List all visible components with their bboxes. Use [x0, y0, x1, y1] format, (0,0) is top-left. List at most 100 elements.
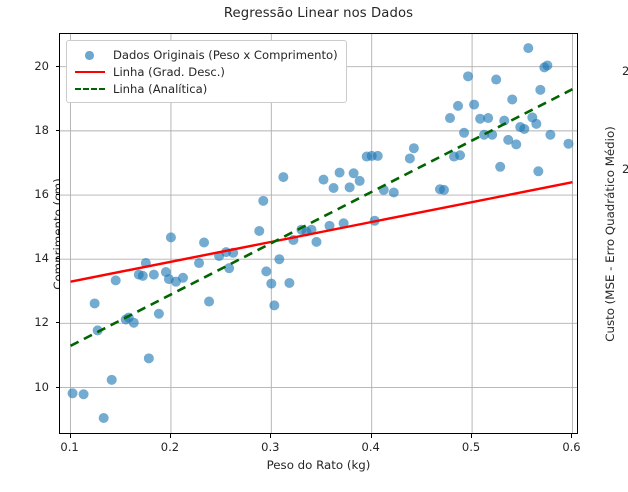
y-axis-tick — [55, 129, 59, 131]
scatter-point — [535, 84, 546, 95]
x-axis-tick — [471, 434, 473, 438]
scatter-point — [408, 143, 419, 154]
scatter-point — [563, 138, 574, 149]
scatter-point — [92, 325, 103, 336]
series-layer — [60, 34, 577, 433]
scatter-point — [148, 269, 159, 280]
scatter-point — [372, 150, 383, 161]
scatter-point — [274, 254, 285, 265]
scatter-point — [67, 388, 78, 399]
scatter-point — [199, 237, 210, 248]
scatter-points-layer — [67, 43, 574, 423]
scatter-point — [254, 225, 265, 236]
scatter-point — [106, 374, 117, 385]
scatter-point — [388, 187, 399, 198]
legend-item-analytic: Linha (Analítica) — [73, 80, 338, 97]
y-axis-tick-label: 16 — [34, 187, 49, 202]
scatter-point — [194, 258, 205, 269]
scatter-point — [348, 168, 359, 179]
scatter-point — [519, 123, 530, 134]
legend-label-data: Dados Originais (Peso x Comprimento) — [113, 47, 338, 62]
scatter-point — [455, 150, 466, 161]
scatter-point — [261, 266, 272, 277]
scatter-point — [545, 129, 556, 140]
secondary-y-axis-label: Custo (MSE - Erro Quadrático Médio) — [603, 125, 617, 342]
y-axis-tick — [55, 194, 59, 196]
scatter-point — [224, 263, 235, 274]
x-axis-tick-label: 0.2 — [160, 440, 180, 454]
x-axis-tick-label: 0.3 — [261, 440, 280, 454]
scatter-point — [284, 277, 295, 288]
scatter-point — [491, 74, 502, 85]
scatter-point — [165, 232, 176, 243]
scatter-point — [523, 43, 534, 54]
scatter-point — [463, 71, 474, 82]
scatter-point — [278, 172, 289, 183]
legend-item-data: Dados Originais (Peso x Comprimento) — [73, 46, 338, 63]
y-axis-tick-label: 10 — [34, 379, 49, 394]
scatter-point — [533, 166, 544, 177]
x-axis-tick — [270, 434, 272, 438]
gradient-descent-regression-line — [70, 181, 573, 283]
x-axis-tick-label: 0.5 — [461, 440, 481, 454]
y-axis-tick — [55, 65, 59, 67]
scatter-point — [503, 134, 514, 145]
scatter-point — [438, 184, 449, 195]
y-axis-tick — [55, 386, 59, 388]
legend-solid-line-icon — [73, 65, 107, 79]
scatter-point — [453, 100, 464, 111]
x-axis-tick — [69, 434, 71, 438]
scatter-point — [311, 236, 322, 247]
scatter-point — [98, 412, 109, 423]
scatter-point — [328, 182, 339, 193]
x-axis-tick-label: 0.1 — [60, 440, 79, 454]
y-axis-tick-label: 14 — [34, 251, 49, 266]
y-axis-tick-label: 18 — [34, 122, 49, 137]
secondary-chart-clipped: Custo (MSE - Erro Quadrático Médio) 2 2 — [596, 33, 628, 434]
scatter-point — [475, 113, 486, 124]
legend-marker-icon — [73, 48, 107, 62]
scatter-point — [89, 298, 100, 309]
scatter-point — [404, 153, 415, 164]
x-axis-tick — [370, 434, 372, 438]
scatter-point — [495, 161, 506, 172]
x-axis-tick — [571, 434, 573, 438]
scatter-point — [324, 220, 335, 231]
scatter-point — [78, 389, 89, 400]
analytic-regression-line — [69, 88, 574, 347]
scatter-point — [511, 139, 522, 150]
x-axis-tick-label: 0.6 — [562, 440, 581, 454]
scatter-point — [143, 353, 154, 364]
legend-item-gradient-descent: Linha (Grad. Desc.) — [73, 63, 338, 80]
scatter-point — [459, 127, 470, 138]
scatter-point — [542, 60, 553, 71]
scatter-point — [258, 195, 269, 206]
secondary-y-axis-tick-label: 2 — [622, 64, 628, 78]
legend-label-gradient-descent: Linha (Grad. Desc.) — [113, 64, 225, 79]
scatter-point — [137, 270, 148, 281]
y-axis-tick-label: 20 — [34, 58, 49, 73]
scatter-point — [483, 113, 494, 124]
x-axis-tick — [169, 434, 171, 438]
scatter-point — [318, 174, 329, 185]
secondary-y-axis-tick-label: 2 — [622, 162, 628, 176]
y-axis-tick-label: 12 — [34, 315, 49, 330]
scatter-point — [531, 118, 542, 129]
x-axis-tick-label: 0.4 — [361, 440, 380, 454]
scatter-point — [344, 182, 355, 193]
legend-label-analytic: Linha (Analítica) — [113, 81, 208, 96]
scatter-point — [445, 113, 456, 124]
scatter-point — [153, 308, 164, 319]
legend: Dados Originais (Peso x Comprimento) Lin… — [66, 40, 347, 103]
scatter-point — [354, 175, 365, 186]
scatter-point — [110, 275, 121, 286]
scatter-point — [204, 296, 215, 307]
scatter-point — [306, 224, 317, 235]
scatter-point — [469, 99, 480, 110]
scatter-point — [177, 272, 188, 283]
page-title: Regressão Linear nos Dados — [223, 6, 414, 21]
regression-lines-layer — [69, 88, 574, 347]
x-axis-label: Peso do Rato (kg) — [266, 458, 371, 472]
scatter-point — [334, 167, 345, 178]
